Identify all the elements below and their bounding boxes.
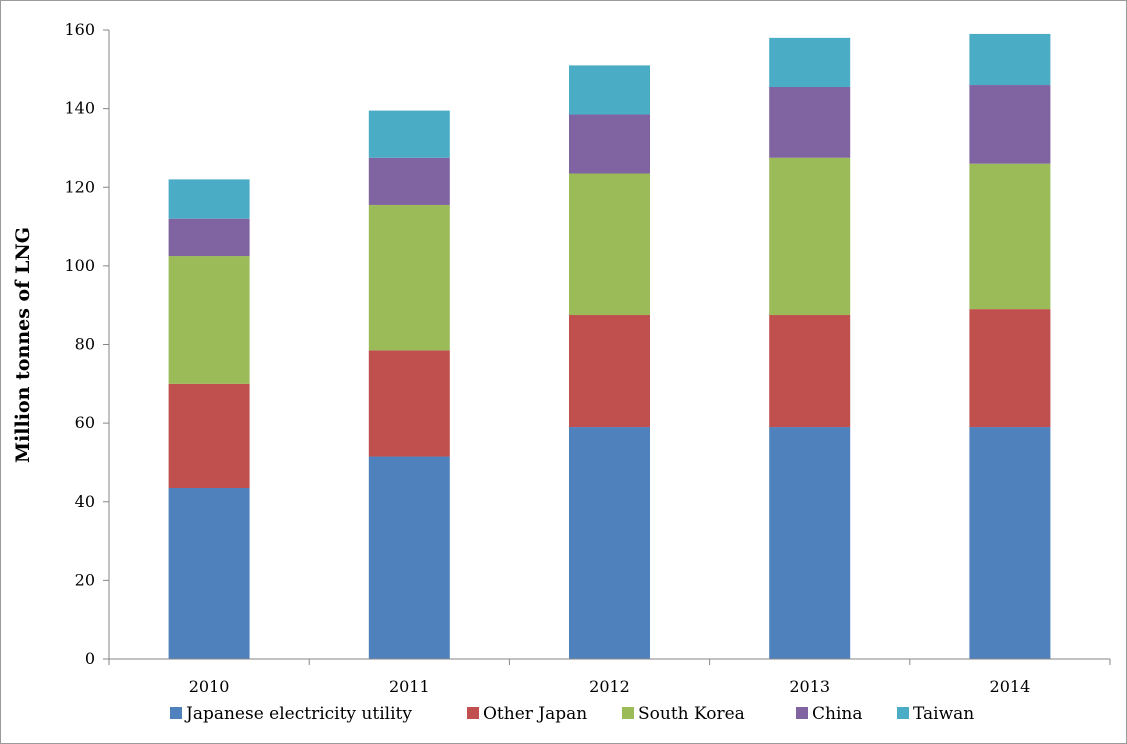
x-tick-label: 2010: [189, 677, 230, 696]
bar-segment-japanese-electricity-utility-2010: [168, 487, 250, 659]
bar-segment-china-2013: [769, 87, 851, 158]
x-tick-label: 2011: [389, 677, 430, 696]
y-tick-label: 0: [85, 649, 95, 668]
bar-segment-south-korea-2014: [969, 163, 1051, 310]
bar-segment-taiwan-2010: [168, 179, 250, 219]
bar-segment-south-korea-2010: [168, 256, 250, 384]
bar-segment-taiwan-2011: [368, 110, 450, 158]
bar-segment-south-korea-2011: [368, 204, 450, 351]
x-axis-ticks: 2010 2011 2012 2013 2014: [108, 659, 1111, 696]
bar-segment-taiwan-2012: [569, 65, 650, 115]
legend: Japanese electricity utility Other Japan S…: [170, 704, 974, 724]
legend-item: South Korea: [622, 704, 745, 724]
legend-label: South Korea: [638, 704, 745, 724]
bar-segment-japanese-electricity-utility-2014: [969, 427, 1051, 659]
bar-segment-japanese-electricity-utility-2012: [569, 427, 650, 659]
legend-label: Other Japan: [483, 704, 587, 724]
bar-segment-south-korea-2012: [569, 173, 650, 316]
bar-segment-japanese-electricity-utility-2011: [368, 456, 450, 659]
legend-swatch: [170, 707, 182, 719]
bar-segment-other-japan-2013: [769, 315, 851, 428]
legend-label: Japanese electricity utility: [184, 704, 412, 724]
y-axis-ticks: 0 20 40 60 80 100 120 140 160: [64, 20, 109, 668]
bar-segment-other-japan-2012: [569, 315, 650, 428]
legend-item: Other Japan: [467, 704, 587, 724]
bar-segment-other-japan-2014: [969, 309, 1051, 428]
y-tick-label: 120: [64, 177, 95, 196]
bar-segment-other-japan-2011: [368, 350, 450, 457]
legend-item: China: [796, 704, 862, 724]
y-tick-label: 60: [75, 413, 95, 432]
bar-segment-south-korea-2013: [769, 157, 851, 316]
bar-segment-china-2014: [969, 85, 1051, 164]
y-tick-label: 160: [64, 20, 95, 39]
bar-segment-taiwan-2013: [769, 37, 851, 88]
legend-swatch: [622, 707, 634, 719]
bar-segment-taiwan-2014: [969, 33, 1051, 86]
bars: [168, 33, 1051, 659]
bar-segment-other-japan-2010: [168, 383, 250, 488]
bar-segment-japanese-electricity-utility-2013: [769, 427, 851, 659]
legend-swatch: [897, 707, 909, 719]
y-tick-label: 40: [75, 492, 95, 511]
y-tick-label: 100: [64, 256, 95, 275]
legend-swatch: [467, 707, 479, 719]
y-axis-label: Million tonnes of LNG: [12, 227, 34, 463]
y-tick-label: 140: [64, 99, 95, 118]
legend-label: China: [812, 704, 862, 724]
x-tick-label: 2014: [990, 677, 1031, 696]
x-tick-label: 2013: [789, 677, 830, 696]
y-tick-label: 20: [75, 570, 95, 589]
y-tick-label: 80: [75, 335, 95, 354]
legend-label: Taiwan: [913, 704, 974, 724]
x-tick-label: 2012: [589, 677, 630, 696]
bar-segment-china-2011: [368, 157, 450, 205]
bar-segment-china-2010: [168, 218, 250, 257]
legend-swatch: [796, 707, 808, 719]
legend-item: Taiwan: [897, 704, 974, 724]
bar-segment-china-2012: [569, 114, 650, 174]
legend-item: Japanese electricity utility: [170, 704, 412, 724]
